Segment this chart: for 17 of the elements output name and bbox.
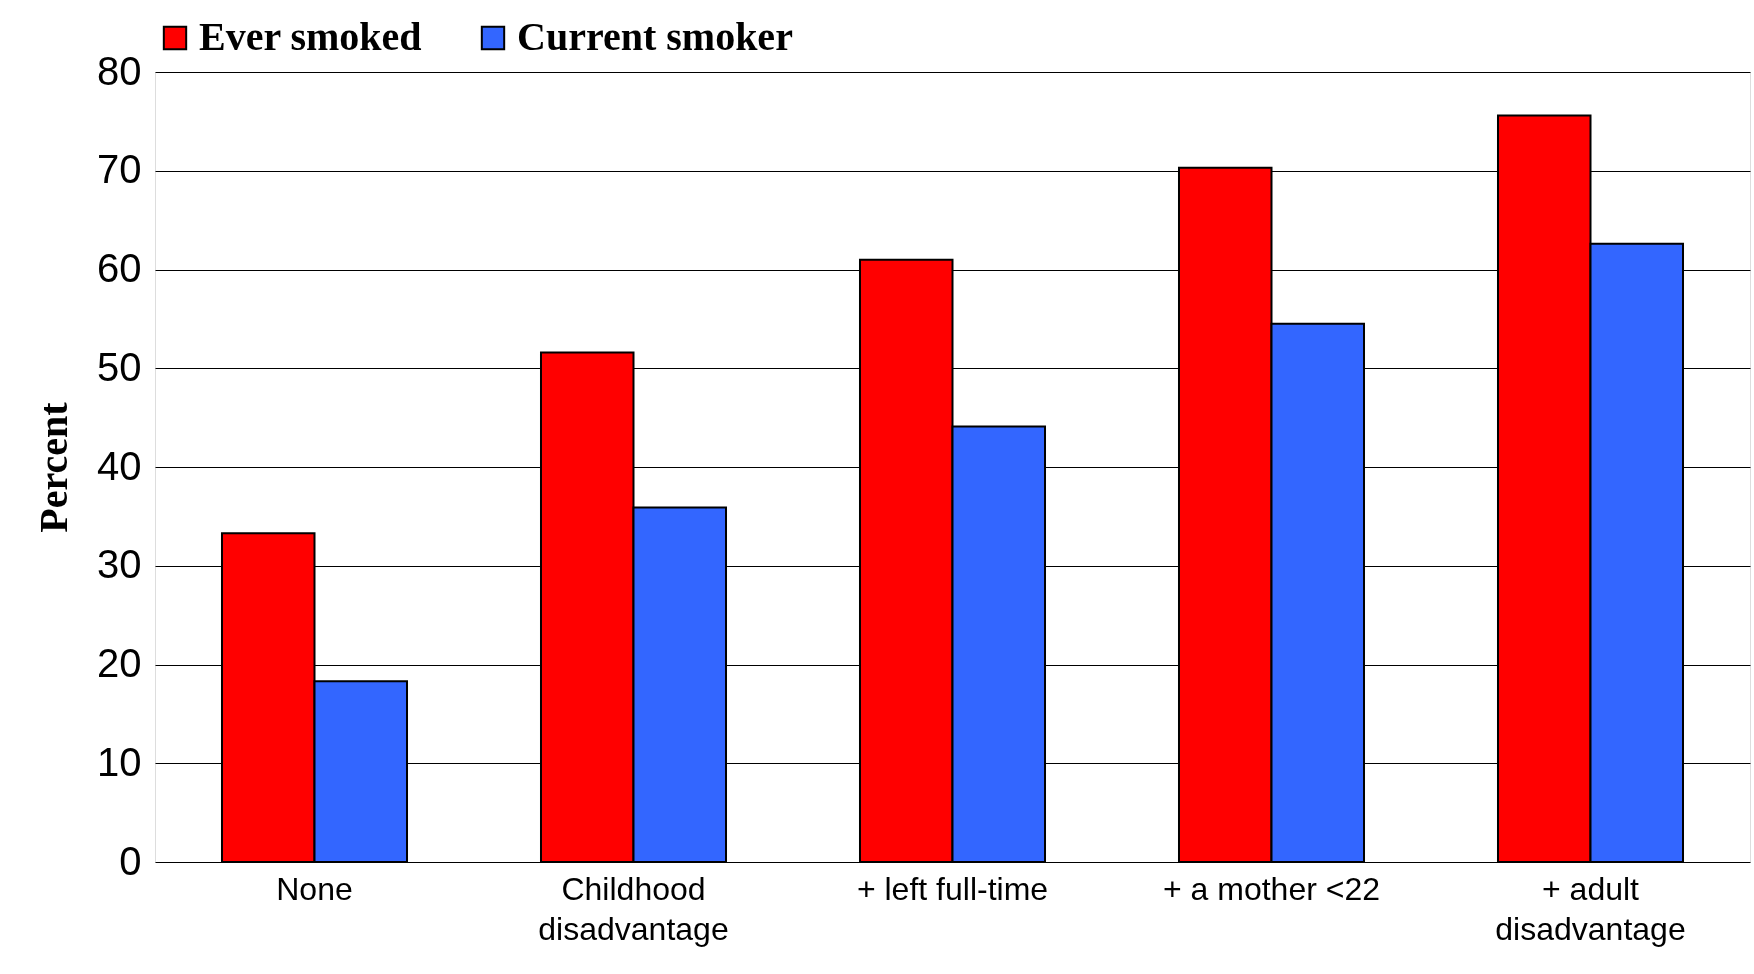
y-tick-label: 50 xyxy=(97,344,142,389)
y-tick-label: 0 xyxy=(119,838,142,883)
y-axis-title: Percent xyxy=(31,401,77,533)
y-tick-label: 30 xyxy=(97,542,142,587)
y-tick-label: 60 xyxy=(97,246,142,290)
x-tick-label: None xyxy=(276,870,353,907)
legend-label: Current smoker xyxy=(517,14,793,59)
x-tick-label: + left full-time xyxy=(856,870,1049,907)
x-tick-label: + adult disadvantage xyxy=(1495,870,1686,947)
x-tick-label: + a mother <22 xyxy=(1162,870,1381,907)
y-tick-label: 70 xyxy=(97,147,142,192)
y-tick-label: 10 xyxy=(97,739,142,784)
x-tick-label: Childhood disadvantage xyxy=(538,870,729,947)
y-tick-label: 20 xyxy=(97,641,142,685)
y-tick-label: 40 xyxy=(97,443,142,488)
legend-label: Ever smoked xyxy=(199,14,422,59)
y-tick-label: 80 xyxy=(97,48,142,93)
